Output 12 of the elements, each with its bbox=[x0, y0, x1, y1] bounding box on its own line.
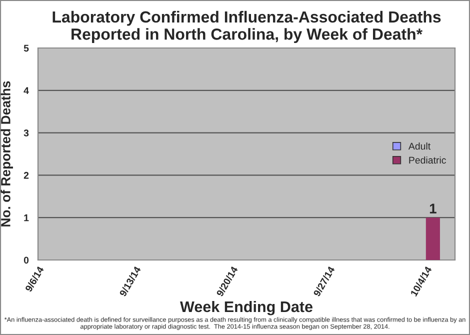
y-tick-label: 0 bbox=[24, 256, 29, 264]
legend-label: Pediatric bbox=[409, 156, 446, 164]
data-label: 1 bbox=[430, 204, 436, 214]
y-tick-label: 3 bbox=[24, 130, 29, 136]
chart-title: Laboratory Confirmed Influenza-Associated Deaths Reported in North Carolina, by Week of Death* bbox=[52, 10, 441, 43]
y-tick-label: 2 bbox=[24, 172, 29, 179]
y-tick-label: 5 bbox=[24, 44, 29, 52]
legend-label: Adult bbox=[408, 142, 431, 150]
y-axis-title: No. of Reported Deaths bbox=[0, 81, 13, 226]
y-tick-label: 4 bbox=[24, 87, 29, 94]
x-axis-title: Week Ending Date bbox=[180, 300, 312, 316]
y-tick-label: 1 bbox=[24, 214, 29, 222]
